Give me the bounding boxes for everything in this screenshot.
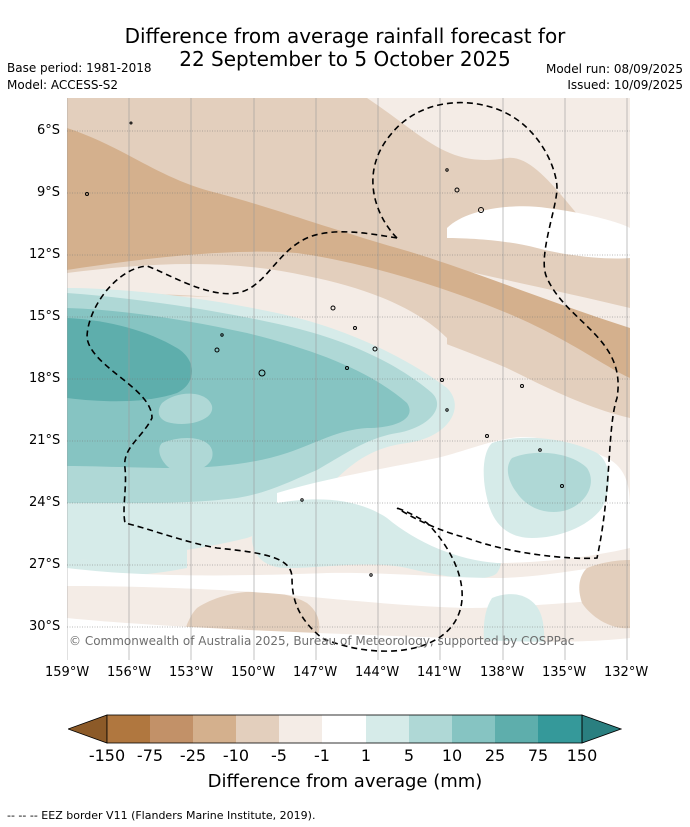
colorbar-segment [68,714,108,744]
colorbar-segment [452,715,495,743]
dry-band-light [67,98,630,308]
issued-text: Issued: 10/09/2025 [567,78,683,92]
model-text: Model: ACCESS-S2 [7,78,119,92]
colorbar-segment [193,715,236,743]
lat-label: 24°S [29,495,61,510]
colorbar-segment [581,714,622,744]
eez-border-french-polynesia [86,231,463,652]
lon-label: 153°W [169,665,214,680]
white-strip-south [67,618,630,660]
rainfall-difference-map [67,98,630,660]
lon-label: 132°W [604,665,649,680]
colorbar [68,714,622,744]
colorbar-segment [495,715,538,743]
lat-label: 27°S [29,557,61,572]
copyright-text: © Commonwealth of Australia 2025, Bureau… [69,634,575,648]
lon-label: 156°W [107,665,152,680]
colorbar-label: 150 [566,746,598,765]
colorbar-segment [236,715,279,743]
colorbar-segment [538,715,582,743]
wet-region-southwest [67,548,187,577]
base-period-text: Base period: 1981-2018 [7,61,152,75]
lat-label: 21°S [29,433,61,448]
wet-region-east-inner [507,452,591,513]
colorbar-label: -75 [136,746,164,765]
colorbar-label: 75 [527,746,549,765]
colorbar-segment [322,715,366,743]
model-run-text: Model run: 08/09/2025 [545,62,683,76]
lon-label: 144°W [355,665,400,680]
lon-label: 138°W [480,665,525,680]
colorbar-label: -150 [88,746,126,765]
lon-label: 141°W [417,665,462,680]
dry-patch-southeast [579,560,630,629]
colorbar-label: -25 [179,746,207,765]
lon-label: 159°W [45,665,90,680]
colorbar-label: -1 [314,746,330,765]
colorbar-label: 10 [441,746,463,765]
islands [85,121,564,577]
colorbar-label: 25 [484,746,506,765]
neutral-band-south [67,563,630,608]
lat-label: 9°S [37,185,61,200]
lat-label: 15°S [29,309,61,324]
wet-region-south [252,491,501,579]
footnote-eez: -- -- -- EEZ border V11 (Flanders Marine… [7,809,316,822]
wet-region-4 [67,318,192,402]
colorbar-title: Difference from average (mm) [207,771,483,792]
map-title-line-1: Difference from average rainfall forecas… [124,24,566,48]
lon-label: 135°W [542,665,587,680]
lat-label: 18°S [29,371,61,386]
lat-label: 30°S [29,619,61,634]
colorbar-segment [409,715,452,743]
colorbar-label: 5 [403,746,415,765]
neutral-band [67,263,447,358]
colorbar-label: 1 [360,746,372,765]
lon-label: 150°W [231,665,276,680]
colorbar-segment [107,715,150,743]
colorbar-segment [150,715,193,743]
wet-pocket-a [158,393,213,425]
colorbar-label: -5 [271,746,287,765]
colorbar-segment [366,715,409,743]
eez-border-cook-islands [372,101,619,560]
white-region-northeast [447,206,630,259]
lat-label: 6°S [37,123,61,138]
map-title-line-2: 22 September to 5 October 2025 [179,47,511,71]
colorbar-label: -10 [222,746,250,765]
wet-pocket-b [159,438,213,472]
lon-label: 147°W [293,665,338,680]
colorbar-segment [279,715,322,743]
lat-label: 12°S [29,247,61,262]
